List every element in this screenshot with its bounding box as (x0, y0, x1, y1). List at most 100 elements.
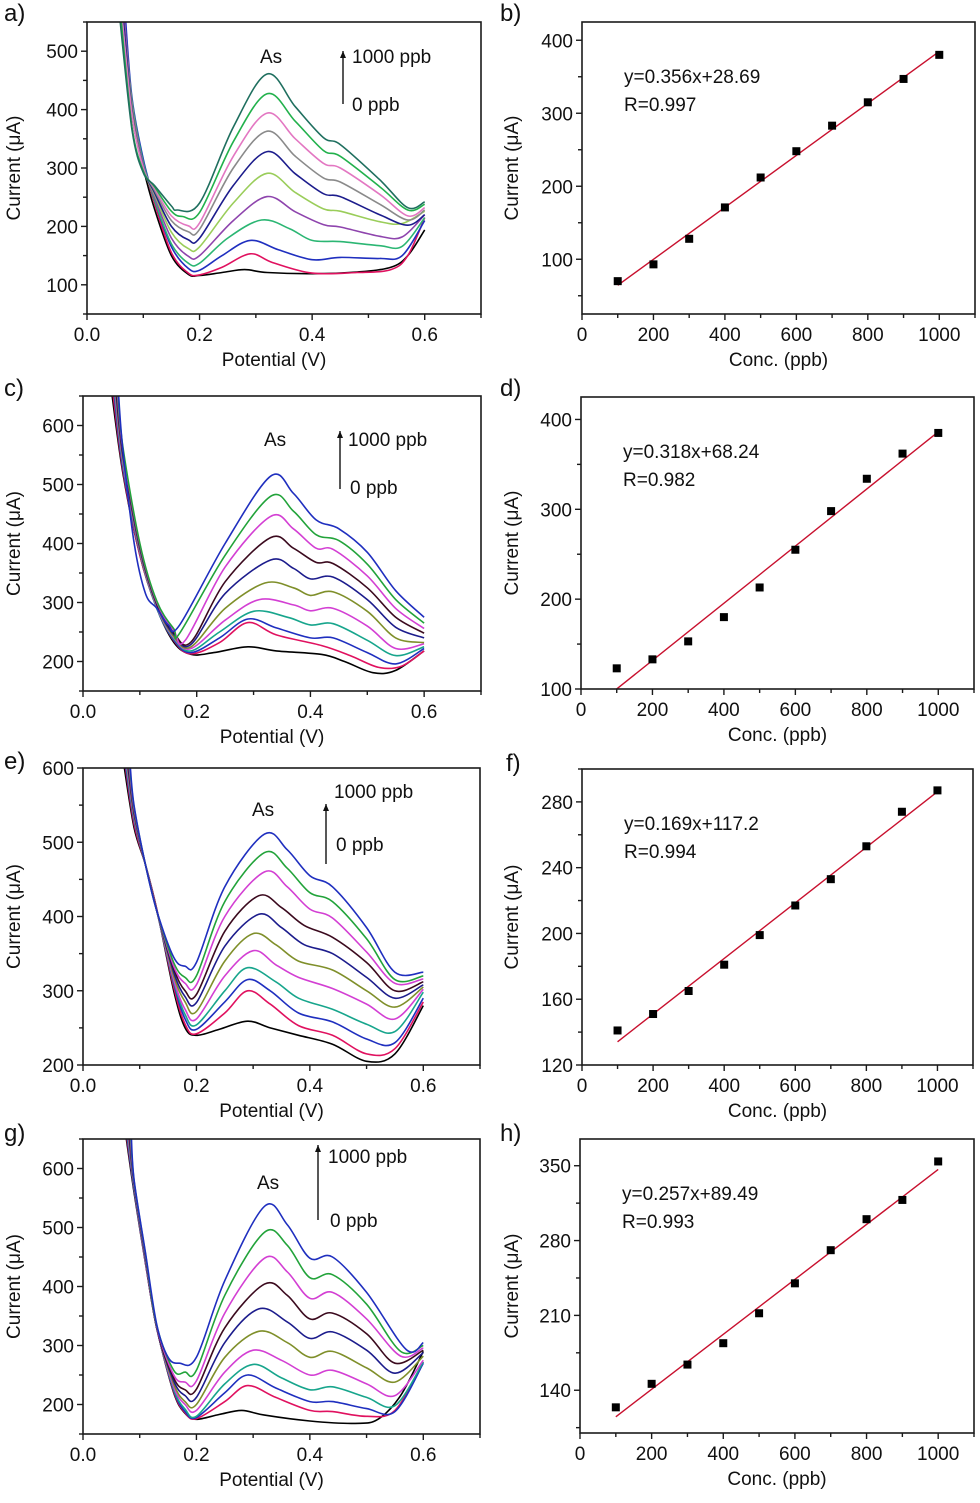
x-tick-label: 1000 (918, 325, 960, 346)
y-tick-label: 300 (46, 159, 78, 180)
x-tick-label: 400 (707, 1444, 739, 1465)
y-tick-label: 240 (541, 859, 573, 880)
plot-g: 0.0 0.2 0.4 0.6 200 300 400 500 600 Potential (V)… (4, 1138, 481, 1491)
x-tick-label: 0.6 (410, 1445, 436, 1466)
axes-frame (581, 21, 976, 315)
y-tick-label: 300 (42, 982, 74, 1003)
x-tick-label: 0.0 (70, 1445, 96, 1466)
plot-area (123, 768, 424, 1063)
series-1000-ppb (119, 22, 426, 213)
x-tick-label: 800 (852, 325, 884, 346)
arrow-up-icon (323, 804, 329, 811)
panel-label: f) (506, 750, 521, 777)
x-tick-label: 200 (638, 325, 670, 346)
x-tick-label: 200 (637, 700, 669, 721)
plot-area (125, 1139, 425, 1425)
y-tick-label: 300 (541, 104, 573, 125)
peak-label-as: As (252, 800, 274, 821)
fit-line (617, 50, 940, 286)
y-axis-title: Current (μA) (502, 491, 523, 596)
y-tick-label: 100 (46, 276, 78, 297)
panel-label: h) (500, 1120, 522, 1147)
data-point (649, 1010, 658, 1019)
data-point (613, 1026, 622, 1035)
panel-label: g) (4, 1120, 26, 1147)
y-tick-label: 500 (42, 476, 74, 497)
x-tick-label: 800 (851, 700, 883, 721)
y-axis-title: Current (μA) (502, 865, 523, 970)
x-axis-title: Conc. (ppb) (727, 1469, 826, 1490)
plot-area (613, 50, 944, 286)
arrow-label-bottom: 0 ppb (352, 95, 400, 116)
axes-frame (82, 767, 481, 1066)
arrow-label-bottom: 0 ppb (330, 1211, 378, 1232)
x-tick-label: 0 (577, 1076, 588, 1097)
x-axis-title: Potential (V) (219, 1101, 324, 1122)
panel-g-voltammogram: 0.0 0.2 0.4 0.6 200 300 400 500 600 Potential (V)… (0, 1120, 490, 1503)
data-point (756, 173, 765, 182)
x-tick-label: 800 (851, 1444, 883, 1465)
panel-d-calibration: 0 200 400 600 800 1000 100 200 300 400 Conc. (ppb)… (490, 375, 980, 750)
plot-area (613, 786, 942, 1043)
arrow-up-icon (340, 51, 346, 58)
data-point (720, 960, 729, 969)
x-axis-title: Potential (V) (219, 1470, 324, 1491)
x-tick-label: 0.0 (70, 702, 96, 723)
data-point (828, 121, 837, 130)
data-point (899, 74, 908, 83)
series-900-ppb (130, 1139, 424, 1378)
y-tick-label: 500 (42, 833, 74, 854)
fit-r-value: R=0.997 (624, 95, 696, 116)
x-tick-label: 0.6 (411, 702, 437, 723)
x-tick-label: 1000 (917, 700, 959, 721)
series-800-ppb (121, 22, 426, 231)
data-point (611, 1403, 620, 1412)
data-point (934, 1157, 943, 1166)
panel-label: e) (4, 748, 26, 775)
data-point (826, 1246, 835, 1255)
x-tick-label: 200 (637, 1076, 669, 1097)
data-point (934, 428, 943, 437)
y-tick-label: 600 (42, 1160, 74, 1181)
x-tick-label: 0.0 (74, 325, 100, 346)
panel-f-calibration: 0 200 400 600 800 1000 120 160 200 240 280 Conc. (p… (490, 750, 980, 1125)
fit-line (617, 791, 938, 1043)
y-tick-label: 400 (540, 410, 572, 431)
panel-b-calibration: 0 200 400 600 800 1000 100 200 300 400 Conc. (ppb)… (490, 0, 980, 375)
plot-area (611, 1157, 943, 1418)
data-point (897, 807, 906, 816)
x-tick-label: 400 (708, 1076, 740, 1097)
fit-line (616, 431, 939, 689)
data-point (862, 1215, 871, 1224)
x-axis-title: Potential (V) (222, 350, 327, 371)
axes-frame (580, 396, 975, 690)
y-tick-label: 500 (42, 1219, 74, 1240)
data-point (719, 613, 728, 622)
x-tick-label: 200 (636, 1444, 668, 1465)
y-tick-label: 400 (42, 535, 74, 556)
y-tick-label: 200 (541, 924, 573, 945)
x-tick-label: 600 (779, 1076, 811, 1097)
y-tick-label: 280 (541, 793, 573, 814)
y-tick-label: 200 (541, 177, 573, 198)
fit-r-value: R=0.982 (623, 470, 695, 491)
data-point (862, 474, 871, 483)
series-1000-ppb (129, 768, 424, 977)
fit-equation: y=0.169x+117.2 (624, 814, 759, 835)
fit-equation: y=0.318x+68.24 (623, 442, 760, 463)
data-point (827, 507, 836, 516)
x-tick-label: 0.6 (410, 1076, 436, 1097)
y-axis-title: Current (μA) (4, 491, 25, 596)
arrow-label-bottom: 0 ppb (350, 478, 398, 499)
data-point (755, 931, 764, 940)
x-axis-title: Conc. (ppb) (729, 350, 828, 371)
data-point (898, 449, 907, 458)
plot-area (612, 428, 943, 689)
y-tick-label: 400 (46, 101, 78, 122)
data-point (684, 987, 693, 995)
data-point (683, 1360, 692, 1369)
y-tick-label: 300 (42, 1337, 74, 1358)
plot-e: 0.0 0.2 0.4 0.6 200 300 400 500 600 Potential (V)… (4, 759, 481, 1122)
x-tick-label: 600 (780, 700, 812, 721)
panel-a-voltammogram: 0.0 0.2 0.4 0.6 100 200 300 400 500 Potential (V)… (0, 0, 490, 375)
